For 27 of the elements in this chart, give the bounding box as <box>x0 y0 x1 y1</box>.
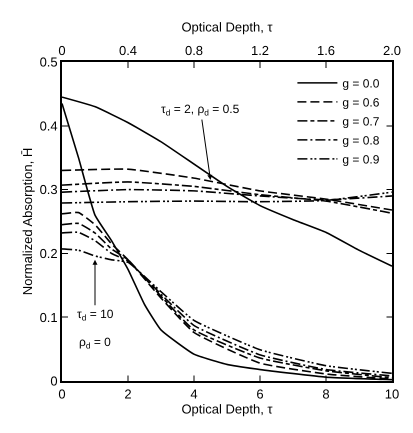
x2-tick-label: 1.6 <box>316 43 336 58</box>
legend-label: g = 0.9 <box>342 152 380 167</box>
y-tick-label: 0.2 <box>40 246 58 261</box>
x2-axis-title: Optical Depth, τ <box>181 20 274 34</box>
x-tick-label: 10 <box>384 386 400 402</box>
legend-label: g = 0.7 <box>342 114 380 129</box>
legend-label: g = 0.8 <box>342 134 380 148</box>
x2-tick-label: 1.2 <box>250 43 270 58</box>
x2-tick-label: 0.8 <box>184 43 204 58</box>
y-tick-label: 0.4 <box>40 118 58 134</box>
x-axis-title: Optical Depth, τ <box>181 401 274 416</box>
y-tick-label: 0 <box>50 374 58 389</box>
x2-tick-label: 0.4 <box>118 43 138 58</box>
y-tick-label: 0.1 <box>40 310 58 325</box>
x-tick-label: 4 <box>190 386 198 402</box>
annotation: τ$_{d}$ = 10 <box>77 307 114 323</box>
legend-label: g = 0.6 <box>342 96 380 110</box>
legend-label: g = 0.0 <box>342 76 380 91</box>
y-tick-label: 0.3 <box>40 182 58 198</box>
x2-tick-label: 2.0 <box>382 43 402 58</box>
annotation: ρ$_{d}$ = 0 <box>79 335 112 351</box>
x-tick-label: 2 <box>124 386 132 402</box>
y-axis-title: Normalized Absorption, H̄ <box>20 148 36 296</box>
x-tick-label: 6 <box>256 386 264 402</box>
y-tick-label: 0.5 <box>40 54 58 70</box>
x-tick-label: 8 <box>322 386 330 402</box>
annotation: τ$_{d}$ = 2, ρ$_{d}$ = 0.5 <box>161 102 240 118</box>
